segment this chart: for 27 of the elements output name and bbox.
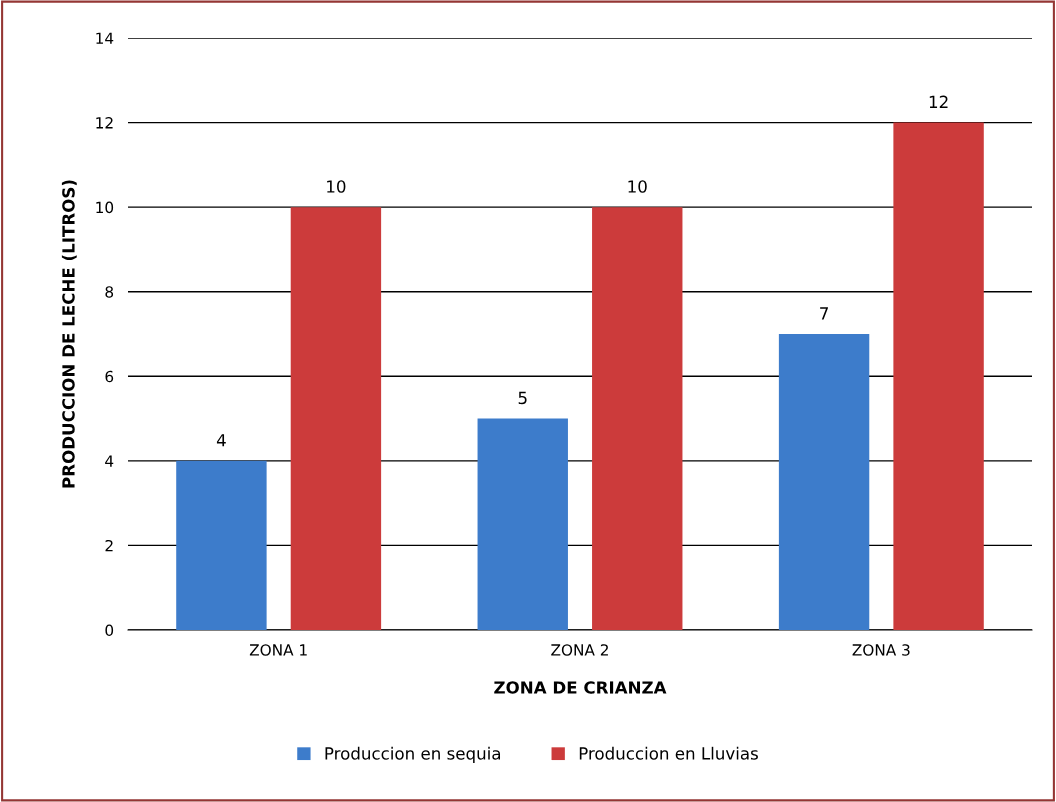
bar (778, 334, 870, 630)
data-label: 7 (820, 307, 828, 320)
data-label: 10 (628, 180, 647, 193)
y-tick-label: 10 (96, 201, 114, 214)
data-label: 5 (518, 391, 527, 405)
y-tick-label: 2 (105, 539, 113, 552)
y-tick-label: 6 (105, 370, 114, 383)
data-label: 12 (929, 95, 948, 108)
x-tick-label: ZONA 1 (249, 644, 307, 656)
data-label: 10 (327, 180, 346, 193)
legend-label: Produccion en sequia (325, 746, 501, 763)
bar (893, 122, 984, 630)
legend-label: Produccion en Lluvias (579, 746, 758, 760)
x-tick-label: ZONA 3 (852, 644, 910, 656)
y-tick-label: 0 (105, 624, 114, 637)
bar (592, 207, 683, 630)
y-axis-title: PRODUCCION DE LECHE (LITROS) (61, 180, 77, 488)
y-tick-label: 4 (105, 455, 114, 467)
data-label: 4 (216, 434, 226, 447)
bar (477, 418, 568, 630)
y-tick-label: 14 (96, 32, 114, 44)
y-tick-label: 12 (96, 117, 113, 129)
bar (290, 207, 382, 630)
x-axis-title: ZONA DE CRIANZA (494, 681, 667, 694)
x-tick-label: ZONA 2 (551, 644, 608, 656)
y-tick-label: 8 (105, 286, 114, 298)
bar (176, 460, 267, 630)
